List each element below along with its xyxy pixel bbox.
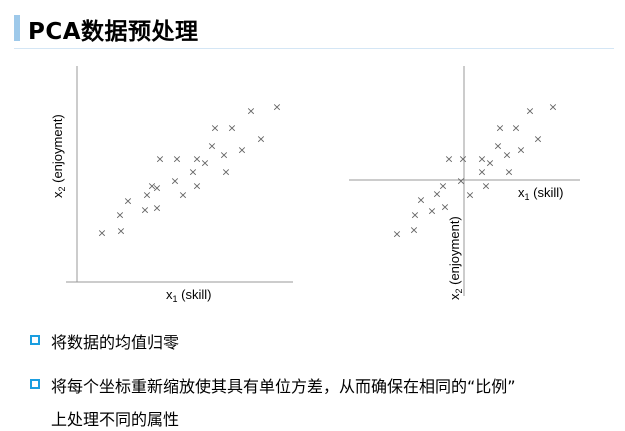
left-data-point: ×: [200, 157, 209, 170]
left-data-point: ×: [207, 140, 216, 153]
left-data-point: ×: [123, 195, 132, 208]
right-x-label: x1 (skill): [518, 185, 563, 202]
left-data-point: ×: [152, 202, 161, 215]
right-data-point: ×: [493, 140, 502, 153]
left-data-point: ×: [219, 149, 228, 162]
left-data-point: ×: [227, 122, 236, 135]
right-data-point: ×: [409, 224, 418, 237]
left-data-point: ×: [256, 133, 265, 146]
right-data-point: ×: [416, 194, 425, 207]
left-data-point: ×: [192, 180, 201, 193]
left-data-point: ×: [170, 175, 179, 188]
left-data-point: ×: [188, 166, 197, 179]
left-x-label: x1 (skill): [166, 287, 211, 304]
right-data-point: ×: [533, 133, 542, 146]
bullet-text-2-line-1: 将每个坐标重新缩放使其具有单位方差，从而确保在相同的“比例”: [51, 377, 516, 396]
right-data-point: ×: [525, 105, 534, 118]
right-data-point: ×: [516, 144, 525, 157]
right-scatter-points: × ×××× ×××× ××××××××××××××××: [392, 101, 557, 241]
bullet-square-icon: [30, 379, 40, 389]
left-data-point: ×: [147, 180, 156, 193]
left-data-point: ×: [155, 153, 164, 166]
right-data-point: ×: [440, 201, 449, 214]
left-data-point: ×: [210, 122, 219, 135]
left-data-point: ×: [152, 182, 161, 195]
left-data-point: ×: [142, 189, 151, 202]
right-data-point: ×: [495, 122, 504, 135]
title-underline: [14, 48, 614, 49]
left-data-point: ×: [221, 166, 230, 179]
right-data-point: ×: [438, 180, 447, 193]
right-data-point: ×: [511, 122, 520, 135]
left-data-point: ×: [246, 105, 255, 118]
right-data-point: ×: [485, 157, 494, 170]
left-data-point: ×: [237, 144, 246, 157]
left-data-point: ×: [116, 225, 125, 238]
right-data-point: ×: [477, 153, 486, 166]
right-data-point: ×: [410, 209, 419, 222]
left-data-point: ×: [192, 153, 201, 166]
left-data-point: ×: [115, 209, 124, 222]
right-y-label: x2 (enjoyment): [447, 216, 464, 300]
bullet-text-2-line-2: 上处理不同的属性: [51, 410, 180, 429]
left-data-point: ×: [178, 189, 187, 202]
right-data-point: ×: [456, 175, 465, 188]
right-data-point: ×: [504, 166, 513, 179]
right-data-point: ×: [427, 205, 436, 218]
left-data-point: ×: [172, 153, 181, 166]
right-data-point: ×: [392, 228, 401, 241]
left-y-label: x2 (enjoyment): [50, 114, 67, 198]
right-data-point: ×: [444, 153, 453, 166]
right-data-point: ×: [548, 101, 557, 114]
right-data-point: ×: [502, 149, 511, 162]
left-data-point: ×: [97, 227, 106, 240]
left-scatter-points: × ×××× ××××× ××××××××××××××××: [97, 101, 281, 240]
right-data-point: ×: [458, 153, 467, 166]
right-data-point: ×: [481, 180, 490, 193]
bullet-text-1: 将数据的均值归零: [51, 333, 180, 352]
left-data-point: ×: [140, 204, 149, 217]
bullet-square-icon: [30, 335, 40, 345]
title-accent-bar: [14, 15, 20, 41]
right-data-point: ×: [465, 189, 474, 202]
left-data-point: ×: [272, 101, 281, 114]
right-data-point: ×: [432, 188, 441, 201]
page-title: PCA数据预处理: [28, 19, 199, 45]
right-data-point: ×: [477, 166, 486, 179]
title-bar: PCA数据预处理: [0, 0, 625, 50]
